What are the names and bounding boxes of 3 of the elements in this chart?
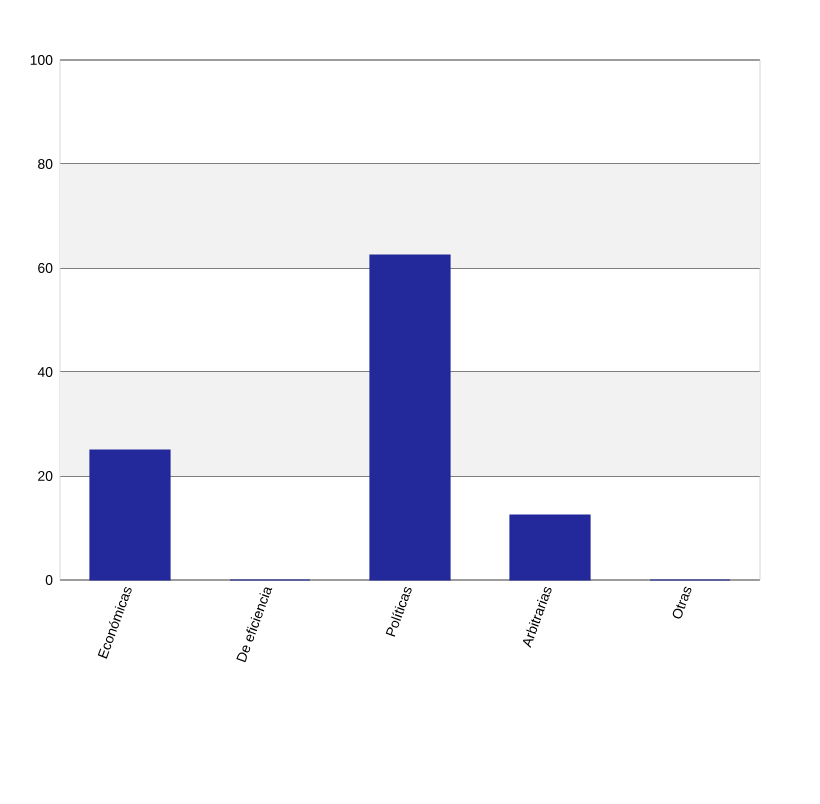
- bar: [89, 449, 171, 581]
- bar: [369, 254, 451, 581]
- bar: [509, 514, 591, 581]
